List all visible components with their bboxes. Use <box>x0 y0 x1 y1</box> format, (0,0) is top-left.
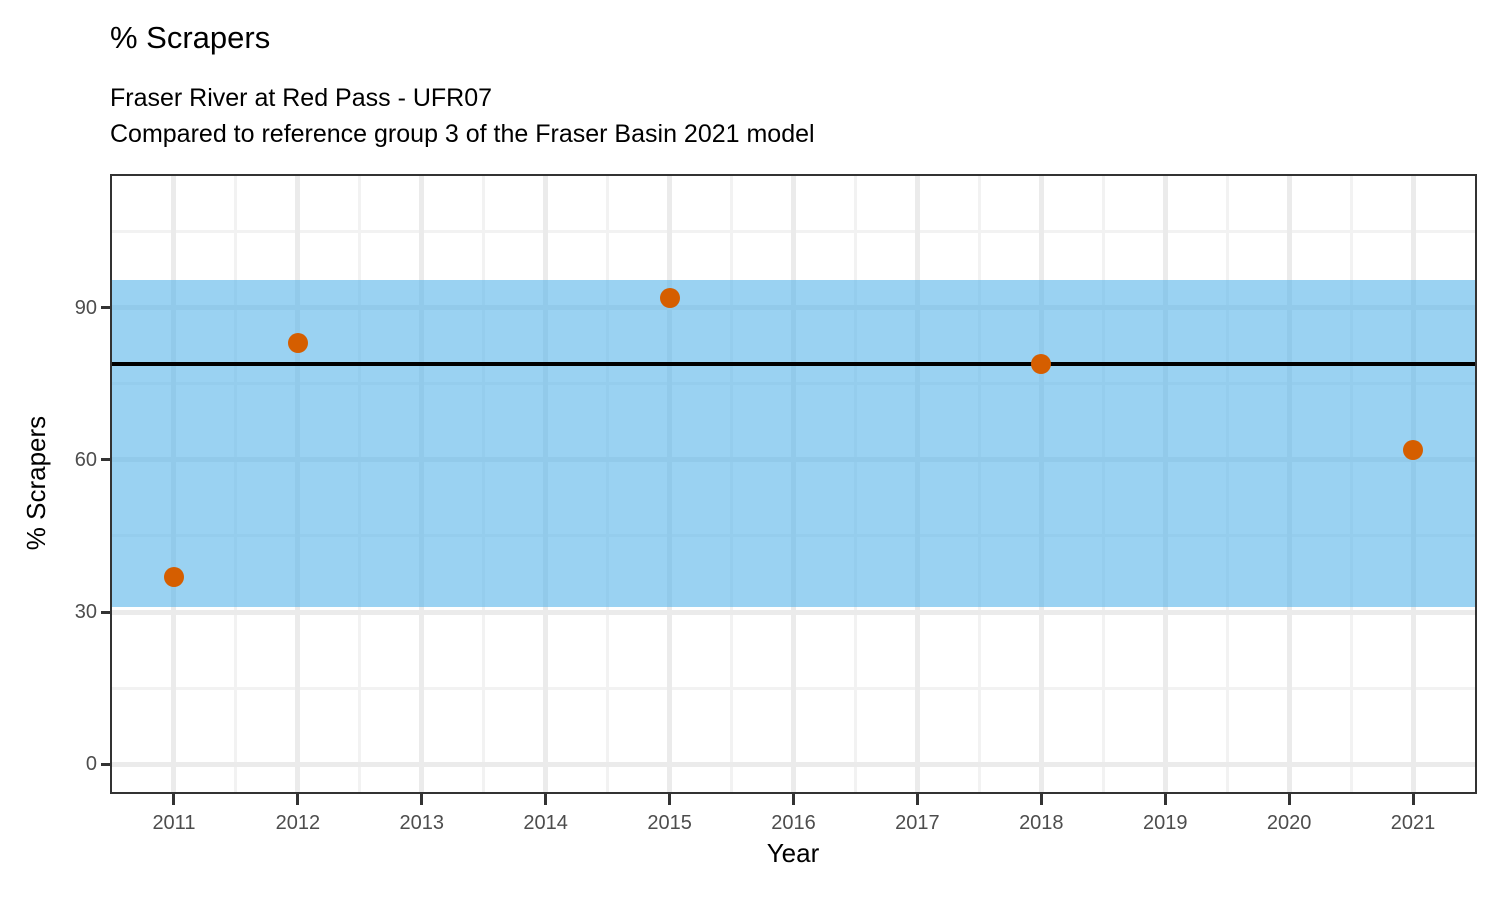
x-axis-title: Year <box>766 838 820 868</box>
x-tick-label: 2019 <box>1142 812 1188 834</box>
data-point <box>1403 439 1424 460</box>
x-tick-label: 2017 <box>895 812 940 834</box>
y-tick-mark <box>101 458 110 462</box>
x-tick-mark <box>668 794 672 805</box>
x-tick-mark <box>1039 794 1043 805</box>
x-tick-mark <box>172 794 176 805</box>
y-tick-mark <box>101 306 110 310</box>
x-tick-label: 2014 <box>523 812 568 834</box>
reference-band <box>112 279 1475 607</box>
chart-subtitle: Fraser River at Red Pass - UFR07 Compare… <box>110 80 815 152</box>
x-tick-label: 2016 <box>771 812 816 834</box>
x-tick-label: 2013 <box>399 812 445 834</box>
x-tick-mark <box>420 794 424 805</box>
y-tick-mark <box>101 610 110 614</box>
x-tick-mark <box>544 794 548 805</box>
x-tick-label: 2018 <box>1019 812 1064 834</box>
data-point <box>659 287 680 308</box>
y-major-gridline <box>112 761 1475 767</box>
x-tick-mark <box>915 794 919 805</box>
x-tick-mark <box>1163 794 1167 805</box>
data-point <box>163 566 184 587</box>
data-point <box>287 333 308 354</box>
chart-subtitle-line1: Fraser River at Red Pass - UFR07 <box>110 84 493 112</box>
plot-panel <box>110 174 1477 794</box>
x-tick-label: 2015 <box>647 812 692 834</box>
chart-subtitle-line2: Compared to reference group 3 of the Fra… <box>110 120 815 148</box>
y-tick-label: 90 <box>74 296 97 319</box>
y-axis-title: % Scrapers <box>21 415 51 551</box>
x-tick-mark <box>792 794 795 805</box>
chart-title: % Scrapers <box>110 20 271 55</box>
x-tick-mark <box>1287 794 1291 805</box>
x-tick-label: 2021 <box>1390 812 1436 834</box>
y-tick-mark <box>101 762 110 766</box>
x-tick-label: 2020 <box>1266 812 1312 834</box>
data-point <box>1031 353 1052 374</box>
y-tick-label: 0 <box>85 753 97 776</box>
x-tick-label: 2011 <box>152 812 196 834</box>
x-tick-mark <box>1411 794 1415 805</box>
y-major-gridline <box>112 609 1475 615</box>
reference-line <box>112 361 1475 366</box>
x-tick-label: 2012 <box>275 812 321 834</box>
x-tick-mark <box>296 794 300 805</box>
